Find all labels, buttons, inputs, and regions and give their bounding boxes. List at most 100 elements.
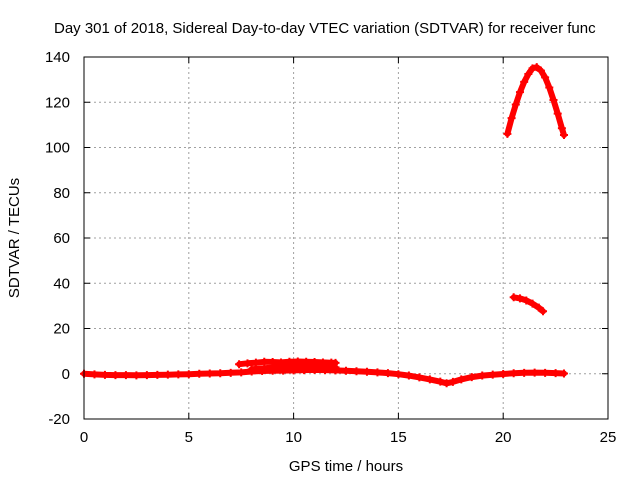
data-point [478,371,487,380]
x-tick-label: 25 [600,429,617,446]
data-point [541,73,550,82]
data-points [80,63,568,388]
data-point [488,370,497,379]
data-point [268,363,277,372]
x-axis-label: GPS time / hours [289,458,403,475]
data-point [318,358,327,367]
y-tick-label: 60 [53,230,70,247]
data-point [243,359,252,368]
data-point [195,369,204,378]
data-point [436,377,445,386]
y-tick-label: 40 [53,275,70,292]
data-point [545,83,554,92]
data-point [509,293,518,302]
data-point [362,367,371,376]
x-tick-labels: 0 5 10 15 20 25 [80,429,617,446]
data-point [520,368,529,377]
data-point [184,370,193,379]
data-point [289,362,298,371]
data-point [448,377,457,386]
data-point [557,124,566,133]
data-point [553,109,562,118]
data-point [503,129,512,138]
data-point [520,77,529,86]
plot-frame [83,56,609,420]
data-point [302,357,311,366]
data-point [237,368,246,377]
data-point [499,369,508,378]
x-tick-label: 0 [80,429,88,446]
data-point [515,88,524,97]
data-point [293,357,302,366]
data-point [216,369,225,378]
data-point [530,368,539,377]
data-point [549,95,558,104]
y-tick-label: 20 [53,321,70,338]
data-point [442,379,451,388]
x-tick-label: 20 [495,429,512,446]
data-point [528,64,537,73]
data-point [90,370,99,379]
data-point [132,371,141,380]
data-point [373,368,382,377]
data-point [260,357,269,366]
series-3 [503,63,568,140]
data-point [532,63,541,72]
data-point [331,363,340,372]
grid-lines [84,57,608,419]
data-point [226,368,235,377]
data-point [205,369,214,378]
data-point [404,371,413,380]
data-point [515,294,524,303]
data-point [174,370,183,379]
data-point [310,362,319,371]
data-point [111,371,120,380]
y-tick-label: 120 [45,94,70,111]
data-point [524,69,533,78]
series-2 [235,357,340,374]
data-point [163,370,172,379]
y-tick-label: -20 [48,411,70,428]
x-tick-label: 5 [185,429,193,446]
data-point [559,131,568,140]
data-point [121,371,130,380]
data-point [425,375,434,384]
y-tick-label: 140 [45,49,70,66]
data-point [251,358,260,367]
x-tick-label: 10 [285,429,302,446]
data-point [142,371,151,380]
data-point [507,114,516,123]
data-point [551,369,560,378]
data-point [285,357,294,366]
data-point [534,303,543,312]
data-point [528,299,537,308]
data-point [467,373,476,382]
data-point [100,370,109,379]
data-point [352,367,361,376]
x-tick-label: 15 [390,429,407,446]
data-point [153,370,162,379]
data-point [511,100,520,109]
data-point [247,365,256,374]
data-point [541,368,550,377]
data-point [539,307,548,316]
series-4 [509,293,548,316]
y-tick-label: 80 [53,185,70,202]
data-point [415,373,424,382]
y-tick-label: 100 [45,140,70,157]
chart-title: Day 301 of 2018, Sidereal Day-to-day VTE… [54,20,596,37]
data-point [457,375,466,384]
y-tick-label: 0 [62,366,70,383]
data-point [383,369,392,378]
data-point [509,369,518,378]
y-axis-label: SDTVAR / TECUs [6,178,23,298]
data-point [559,369,568,378]
data-point [394,370,403,379]
data-point [522,296,531,305]
data-point [342,366,350,375]
data-point [536,66,545,75]
y-tick-labels: -20 0 20 40 60 80 100 120 140 [45,49,70,428]
data-point [277,358,286,367]
data-point [235,360,244,369]
